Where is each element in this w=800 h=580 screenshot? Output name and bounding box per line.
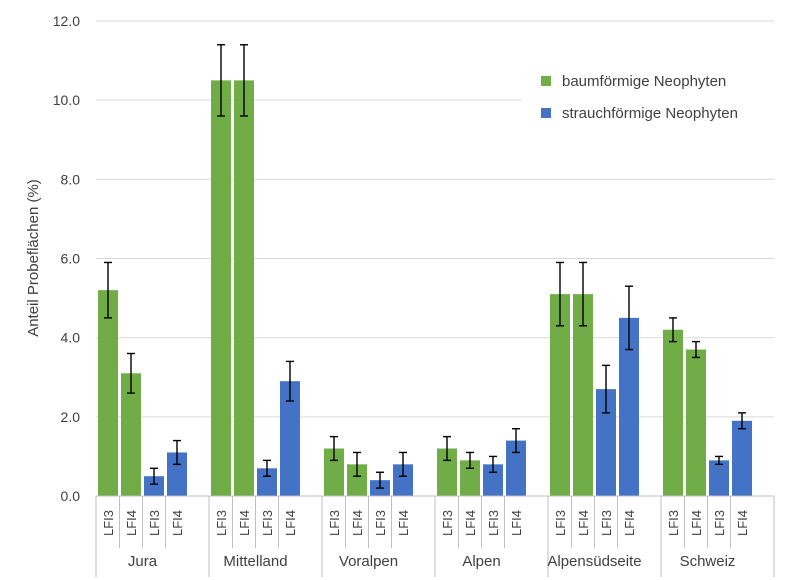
x-sub-label: LFI3 [327,510,342,536]
bars [98,80,752,496]
bar-shrub-lfi3 [144,476,164,496]
legend-swatch-tree [541,76,551,86]
x-sub-label: LFI4 [283,510,298,536]
x-sub-label: LFI4 [576,510,591,536]
x-group-label: Mittelland [223,553,287,570]
x-sub-label: LFI3 [486,510,501,536]
bar-shrub-lfi4 [506,440,526,496]
bar-shrub-lfi3 [257,468,277,496]
x-group-label: Voralpen [339,553,398,570]
y-tick-label: 10.0 [53,92,80,108]
x-sub-label: LFI4 [735,510,750,536]
x-axis: LFI3 LFI4 LFI3 LFI4 Jura LFI3 LFI4 LFI3 LFI4 Mitt… [95,495,775,577]
x-sub-label: LFI3 [101,510,116,536]
bar-shrub-lfi4 [619,317,639,496]
x-sub-label: LFI3 [553,510,568,536]
x-group-label: Alpensüdseite [547,553,641,570]
gridlines [96,20,774,418]
y-tick-label: 8.0 [61,171,81,187]
bar-tree-lfi4 [234,80,254,496]
y-tick-label: 4.0 [61,330,81,346]
x-sub-label: LFI4 [124,510,139,536]
y-tick-label: 0.0 [61,488,81,504]
bar-tree-lfi4 [686,349,706,496]
bar-tree-lfi3 [211,80,231,496]
bar-shrub-lfi4 [393,464,413,496]
x-sub-label: LFI3 [260,510,275,536]
x-sub-label: LFI4 [689,510,704,536]
x-sub-label: LFI3 [599,510,614,536]
x-sub-label: LFI3 [147,510,162,536]
x-sub-label: LFI3 [666,510,681,536]
y-axis-title: Anteil Probeflächen (%) [25,179,42,337]
x-sub-label: LFI3 [214,510,229,536]
bar-shrub-lfi3 [483,464,503,496]
x-sub-label: LFI4 [463,510,478,536]
bar-tree-lfi3 [663,329,683,496]
bar-tree-lfi4 [121,373,141,496]
y-tick-label: 2.0 [61,409,81,425]
x-sub-label: LFI3 [373,510,388,536]
y-tick-label: 6.0 [61,251,81,267]
x-group-label: Alpen [462,553,500,570]
bar-tree-lfi3 [437,448,457,496]
x-sub-label: LFI3 [712,510,727,536]
bar-shrub-lfi4 [732,420,752,496]
x-sub-label: LFI4 [350,510,365,536]
bar-tree-lfi3 [550,294,570,496]
x-sub-label: LFI3 [440,510,455,536]
bar-shrub-lfi4 [280,381,300,496]
y-axis-ticks: 0.0 2.0 4.0 6.0 8.0 10.0 12.0 [53,13,80,504]
x-sub-label: LFI4 [509,510,524,536]
bar-tree-lfi4 [347,464,367,496]
bar-tree-lfi4 [573,294,593,496]
x-sub-label: LFI4 [396,510,411,536]
legend-background [522,62,774,142]
bar-shrub-lfi4 [167,452,187,496]
error-bars [104,44,746,489]
x-group-label: Schweiz [680,553,736,570]
x-group-label: Jura [128,553,158,570]
bar-tree-lfi3 [98,290,118,496]
bar-tree-lfi4 [460,460,480,496]
legend-label-shrub: strauchförmige Neophyten [562,105,738,122]
bar-shrub-lfi3 [709,460,729,496]
x-sub-label: LFI4 [622,510,637,536]
legend: baumförmige Neophyten strauchförmige Neop… [522,62,774,142]
y-tick-label: 12.0 [53,13,80,29]
x-sub-label: LFI4 [237,510,252,536]
legend-swatch-shrub [541,108,551,118]
legend-label-tree: baumförmige Neophyten [562,73,726,90]
bar-shrub-lfi3 [596,389,616,496]
x-sub-label: LFI4 [170,510,185,536]
bar-tree-lfi3 [324,448,344,496]
